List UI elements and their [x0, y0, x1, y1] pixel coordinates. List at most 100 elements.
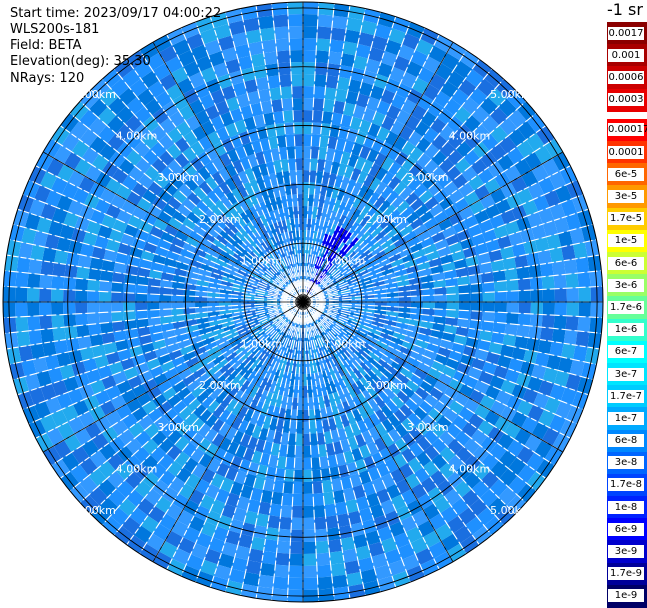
range-cell [371, 320, 385, 328]
range-cell [121, 389, 137, 404]
range-cell [219, 152, 233, 167]
range-cell [39, 274, 53, 289]
range-cell [527, 376, 543, 393]
range-cell [113, 262, 127, 274]
range-cell [191, 253, 205, 264]
range-cell [482, 281, 495, 293]
range-cell [167, 374, 183, 387]
range-cell [316, 38, 331, 52]
range-cell [248, 192, 260, 206]
range-cell [355, 364, 368, 377]
range-cell [246, 355, 258, 368]
range-cell [482, 311, 495, 323]
range-cell [72, 187, 90, 205]
range-cell [87, 302, 100, 314]
range-cell [222, 366, 236, 379]
range-cell [463, 149, 481, 167]
range-cell [107, 488, 127, 508]
range-cell [502, 333, 517, 347]
range-cell [285, 256, 292, 269]
range-cell [290, 242, 296, 255]
range-cell [280, 86, 293, 100]
range-cell [244, 286, 257, 292]
range-cell [51, 379, 68, 397]
range-cell [458, 406, 475, 422]
range-cell [289, 421, 297, 434]
range-cell [308, 194, 315, 207]
range-cell [429, 203, 444, 217]
range-cell [544, 396, 561, 415]
range-cell [541, 275, 555, 290]
range-cell [255, 374, 265, 388]
colorbar-tick-label: 6e-5 [608, 167, 644, 181]
range-cell [408, 146, 424, 163]
range-cell [272, 369, 281, 382]
range-cell [277, 319, 287, 329]
range-cell [329, 340, 339, 353]
range-cell [508, 457, 527, 476]
range-cell [261, 364, 271, 377]
range-cell [153, 173, 170, 189]
range-cell [206, 345, 220, 356]
range-cell [317, 272, 326, 284]
range-cell [157, 188, 173, 204]
range-cell [224, 267, 238, 277]
range-cell [259, 316, 271, 324]
range-cell [348, 355, 360, 368]
range-cell [94, 354, 109, 369]
range-cell [427, 181, 443, 197]
range-cell [345, 499, 359, 514]
range-cell [264, 378, 273, 392]
range-cell [442, 181, 459, 197]
range-cell [167, 196, 182, 211]
range-cell [446, 302, 459, 311]
range-cell [361, 341, 374, 352]
range-cell [54, 249, 69, 265]
range-cell [330, 562, 347, 577]
range-cell [388, 253, 402, 263]
range-cell [548, 171, 567, 190]
range-cell [249, 411, 260, 426]
range-cell [337, 201, 347, 215]
range-cell [454, 157, 471, 174]
range-cell [80, 346, 95, 361]
range-cell [327, 342, 336, 354]
range-cell [232, 201, 245, 215]
range-cell [219, 362, 232, 375]
range-cell [196, 242, 210, 253]
range-cell [392, 377, 406, 391]
range-cell [232, 159, 245, 174]
range-cell [318, 444, 328, 458]
range-cell [190, 417, 205, 433]
range-cell [222, 225, 236, 238]
range-cell [163, 336, 178, 347]
range-cell [245, 314, 258, 321]
range-cell [97, 365, 113, 380]
range-cell [61, 182, 79, 200]
range-cell [61, 404, 79, 422]
range-cell [196, 351, 210, 362]
range-cell [336, 76, 351, 91]
range-cell [446, 70, 466, 89]
range-cell [395, 505, 412, 522]
range-cell [221, 541, 238, 557]
range-cell [42, 341, 57, 357]
colorbar-tick-label: 6e-8 [608, 434, 644, 448]
range-cell [367, 369, 380, 383]
range-cell [320, 318, 330, 328]
range-cell [188, 362, 203, 374]
range-cell [531, 224, 547, 240]
range-cell [218, 166, 231, 182]
range-cell [383, 370, 397, 383]
range-cell [148, 269, 163, 280]
range-cell [331, 478, 343, 492]
range-cell [360, 317, 373, 325]
range-cell [67, 170, 85, 188]
range-cell [519, 361, 535, 377]
range-cell [542, 158, 560, 177]
colorbar-tick-label: 1e-6 [608, 323, 644, 337]
range-cell [338, 243, 349, 256]
range-cell [401, 447, 416, 463]
range-cell [528, 325, 542, 340]
range-cell [159, 513, 177, 531]
